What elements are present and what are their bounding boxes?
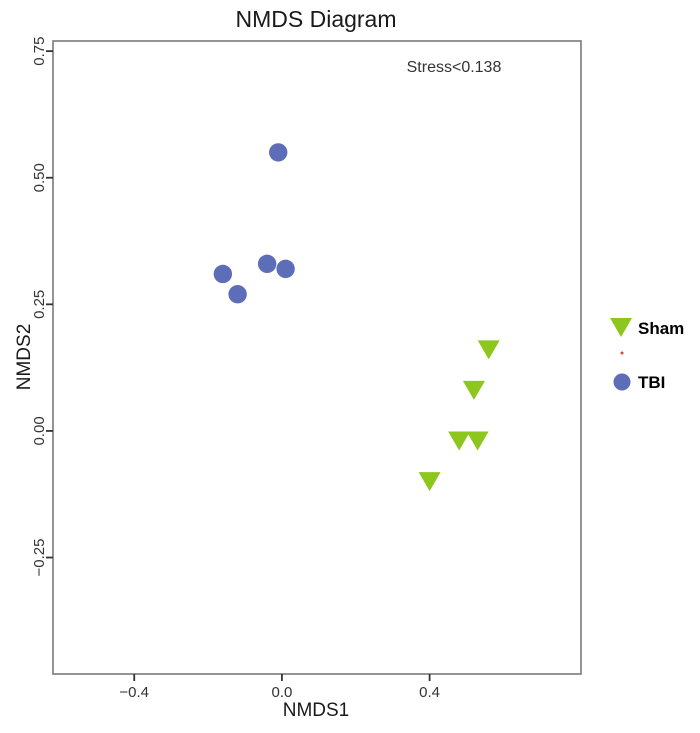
x-tick-label: 0.0 — [271, 684, 292, 701]
x-tick-label: −0.4 — [119, 684, 149, 701]
legend-label-tbi: TBI — [638, 373, 665, 392]
y-axis-ticks: −0.25 0.00 0.25 0.50 0.75 — [31, 37, 53, 577]
tiny-red-dot-artifact — [620, 351, 624, 355]
data-point-tbi — [228, 285, 247, 304]
y-tick-label: 0.50 — [31, 163, 48, 192]
data-point-sham — [418, 472, 441, 492]
data-point-tbi — [257, 254, 277, 274]
plot-panel-border — [52, 40, 582, 675]
data-point-sham — [462, 380, 485, 400]
y-tick-label: 0.25 — [31, 290, 48, 319]
x-axis-title: NMDS1 — [283, 700, 350, 721]
data-point-tbi — [276, 259, 295, 279]
y-axis-title: NMDS2 — [14, 324, 35, 391]
data-point-tbi — [269, 143, 288, 162]
legend: Sham TBI — [610, 318, 684, 392]
chart-title: NMDS Diagram — [235, 6, 396, 32]
legend-marker-sham-triangle-icon — [610, 318, 632, 337]
stress-annotation: Stress<0.138 — [407, 59, 502, 76]
y-tick-label: 0.00 — [31, 416, 48, 445]
x-tick-label: 0.4 — [419, 684, 440, 701]
data-point-sham — [448, 431, 471, 451]
legend-label-sham: Sham — [638, 319, 684, 338]
data-point-tbi — [213, 264, 233, 284]
x-axis-ticks: −0.4 0.0 0.4 — [119, 674, 440, 701]
data-point-sham — [477, 340, 500, 360]
y-tick-label: −0.25 — [31, 539, 48, 577]
legend-marker-tbi-circle-icon — [613, 373, 631, 391]
data-points — [213, 143, 500, 492]
data-point-sham — [466, 431, 489, 451]
y-tick-label: 0.75 — [31, 37, 48, 66]
